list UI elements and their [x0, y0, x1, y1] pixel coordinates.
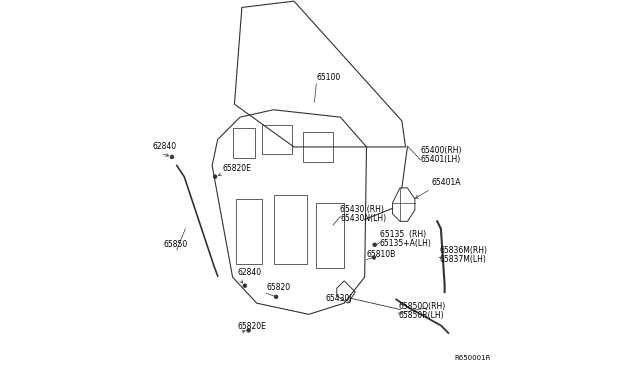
Text: 65820E: 65820E — [237, 322, 266, 331]
Text: 65401(LH): 65401(LH) — [420, 155, 461, 164]
Circle shape — [373, 243, 376, 247]
Text: 65430N(LH): 65430N(LH) — [340, 214, 387, 223]
Text: 65100: 65100 — [316, 73, 340, 82]
Text: 65135  (RH): 65135 (RH) — [380, 230, 426, 239]
Circle shape — [246, 328, 250, 332]
Text: 65820: 65820 — [266, 283, 290, 292]
Text: 65430J: 65430J — [326, 294, 352, 303]
Text: 65400(RH): 65400(RH) — [420, 146, 462, 155]
Text: 65401A: 65401A — [431, 178, 461, 187]
Circle shape — [170, 155, 174, 159]
Circle shape — [213, 175, 217, 179]
Text: 65850R(LH): 65850R(LH) — [398, 311, 444, 320]
Text: 65810B: 65810B — [367, 250, 396, 259]
Text: 65135+A(LH): 65135+A(LH) — [380, 239, 431, 248]
Text: 65430 (RH): 65430 (RH) — [340, 205, 385, 214]
Text: 65837M(LH): 65837M(LH) — [439, 255, 486, 264]
Circle shape — [372, 256, 376, 259]
Circle shape — [275, 295, 278, 299]
Text: R650001R: R650001R — [455, 355, 491, 361]
Text: 65850Q(RH): 65850Q(RH) — [398, 302, 445, 311]
Circle shape — [243, 284, 246, 288]
Text: 65820E: 65820E — [223, 164, 252, 173]
Text: 65836M(RH): 65836M(RH) — [439, 246, 487, 255]
Text: 62840: 62840 — [237, 268, 262, 277]
Text: 62840: 62840 — [152, 142, 177, 151]
Text: 65850: 65850 — [164, 240, 188, 249]
